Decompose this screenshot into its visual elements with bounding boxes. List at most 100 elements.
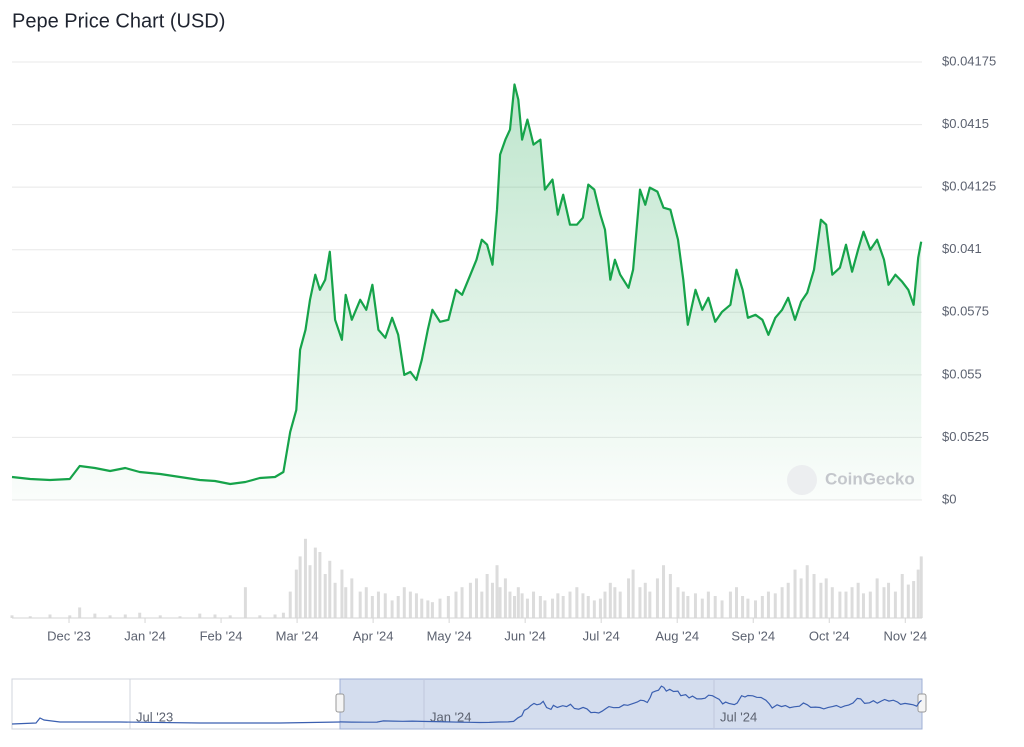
volume-bar [746,598,750,618]
volume-bar [78,607,82,618]
y-tick-label: $0.0575 [942,304,989,319]
volume-bar [793,569,797,618]
volume-bar [498,587,502,618]
volume-bar [586,596,590,618]
volume-bar [376,591,380,618]
x-tick-label: Dec '23 [47,628,91,643]
y-tick-label: $0.04125 [942,179,996,194]
volume-bar [912,581,916,618]
volume-bar [720,600,724,618]
volume-bar [598,598,602,618]
volume-bar [303,538,307,618]
navigator-line [339,685,922,724]
volume-bar [28,616,32,618]
watermark-logo [787,465,817,495]
volume-bar [613,587,617,618]
volume-bar [273,614,277,618]
x-tick-label: Sep '24 [731,628,775,643]
volume-bar [766,591,770,618]
volume-bar [805,565,809,618]
volume-bar [700,598,704,618]
volume-bar [728,591,732,618]
volume-bar [480,591,484,618]
volume-bar [568,591,572,618]
volume-bar [396,596,400,618]
volume-bar [819,582,823,618]
volume-bar [328,560,332,618]
volume-bar [178,616,182,618]
volume-bar [887,582,891,618]
volume-bar [288,591,292,618]
x-tick-label: Apr '24 [353,628,394,643]
volume-bar [446,596,450,618]
navigator-handle[interactable] [335,693,345,713]
volume-bar [686,596,690,618]
volume-bar [48,614,52,618]
y-tick-label: $0.0415 [942,116,989,131]
volume-bar [551,598,555,618]
volume-bar [383,593,387,618]
x-tick-label: Oct '24 [809,628,850,643]
volume-bar [308,565,312,618]
volume-bar [532,591,536,618]
volume-bar [298,556,302,618]
volume-bar [638,587,642,618]
volume-bar [520,593,524,618]
volume-bar [503,578,507,618]
y-tick-label: $0.055 [942,366,982,381]
volume-bar [495,565,499,618]
volume-bar [850,587,854,618]
price-line [11,83,923,486]
navigator[interactable]: Jul '23 Jan '24 Jul '24 [11,678,927,730]
volume-bar [318,552,322,618]
volume-bar [735,587,739,618]
volume-bar [575,587,579,618]
navigator-history-line [11,717,341,725]
navigator-frame [11,678,923,730]
volume-bar [414,593,418,618]
navigator-handle[interactable] [917,693,927,713]
volume-bar [830,587,834,618]
plot [10,61,923,618]
volume-bar [340,569,344,618]
x-tick-label: May '24 [427,628,472,643]
volume-bar [631,569,635,618]
x-tick-label: Jun '24 [504,628,546,643]
volume-bar [370,596,374,618]
volume-bar [333,582,337,618]
volume-bar [460,587,464,618]
volume-bar [402,587,406,618]
volume-bar [786,582,790,618]
y-tick-label: $0 [942,491,956,506]
volume-bar [780,587,784,618]
volume-bar [490,582,494,618]
x-tick-label: Feb '24 [200,628,243,643]
volume-bar [662,565,666,618]
volume-bar [868,591,872,618]
volume-bar [390,600,394,618]
volume-bar [603,591,607,618]
volume-bar [760,596,764,618]
volume-bar [344,587,348,618]
volume-bar [10,615,14,618]
volume-bar [706,591,710,618]
volume-bar [513,596,517,618]
volume-bar [643,582,647,618]
volume-bar [350,578,354,618]
volume-bar [426,600,430,618]
y-tick-label: $0.04175 [942,53,996,68]
volume-bar [158,615,162,618]
navigator-label: Jan '24 [430,709,472,724]
volume-bar [438,598,442,618]
chart-title: Pepe Price Chart (USD) [12,10,225,32]
y-tick-label: $0.041 [942,241,982,256]
volume-bar [608,582,612,618]
x-tick-label: Mar '24 [276,628,319,643]
volume-bar [138,612,142,618]
volume-bar [916,569,920,618]
volume-bar [228,615,232,618]
volume-bar [713,596,717,618]
volume-bar [799,578,803,618]
volume-bar [123,614,127,618]
